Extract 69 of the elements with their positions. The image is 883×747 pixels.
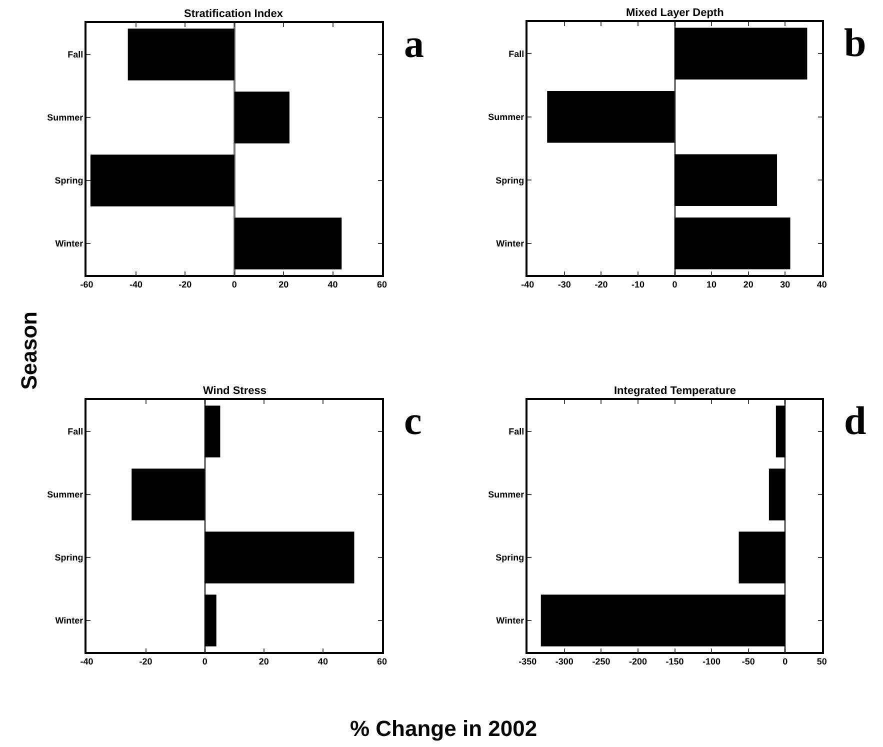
x-tick-label: 0 <box>232 280 237 290</box>
bar <box>90 154 234 206</box>
x-tick-label: -20 <box>139 656 152 667</box>
chart-title: Integrated Temperature <box>614 385 736 397</box>
x-tick-label: -20 <box>594 280 608 290</box>
x-tick-label: 0 <box>672 280 678 290</box>
x-tick-label: 0 <box>202 656 208 667</box>
bar <box>674 154 778 206</box>
x-tick-label: -100 <box>702 656 721 667</box>
x-tick-label: 10 <box>706 280 717 290</box>
y-tick-label: Fall <box>68 50 84 60</box>
bar <box>132 468 205 520</box>
text: b <box>844 20 866 65</box>
y-tick-label: Spring <box>496 552 524 563</box>
x-tick-label: -30 <box>558 280 571 290</box>
x-tick-label: 20 <box>743 280 754 290</box>
x-tick-label: -20 <box>178 280 192 290</box>
x-tick-label: 60 <box>376 280 387 290</box>
x-tick-label: 50 <box>816 656 827 667</box>
y-tick-label: Summer <box>488 112 525 122</box>
chart-title: Wind Stress <box>203 385 266 397</box>
x-tick-label: 40 <box>318 656 328 667</box>
bar <box>674 217 790 270</box>
bar <box>547 90 675 143</box>
x-tick-label: -40 <box>129 280 142 290</box>
y-tick-label: Summer <box>488 490 525 500</box>
x-tick-label: 60 <box>376 656 387 667</box>
x-tick-label: -200 <box>628 656 647 667</box>
y-axis-title: Season <box>16 312 42 390</box>
y-tick-label: Summer <box>47 112 84 123</box>
x-tick-label: 20 <box>258 656 269 667</box>
bar <box>674 28 808 80</box>
x-tick-label: -50 <box>742 656 755 667</box>
bar <box>234 218 342 270</box>
bar <box>204 532 354 584</box>
x-tick-label: -150 <box>666 656 684 667</box>
y-tick-label: Spring <box>54 176 84 186</box>
y-tick-label: Winter <box>496 238 525 249</box>
x-axis-title: % Change in 2002 <box>350 716 538 741</box>
y-tick-label: Winter <box>496 616 525 626</box>
y-tick-label: Summer <box>47 490 84 500</box>
y-tick-label: Spring <box>496 175 524 186</box>
x-tick-label: -350 <box>518 656 537 667</box>
y-tick-label: Spring <box>54 552 84 563</box>
x-tick-label: -40 <box>521 280 534 290</box>
x-tick-label: -40 <box>80 656 94 667</box>
x-tick-label: 0 <box>782 656 788 667</box>
y-tick-label: Winter <box>55 616 84 626</box>
x-tick-label: 40 <box>328 280 338 290</box>
chart-title: Mixed Layer Depth <box>626 7 724 19</box>
x-tick-label: -250 <box>592 656 610 667</box>
x-tick-label: -60 <box>80 280 94 290</box>
bar <box>204 406 220 458</box>
x-tick-label: -10 <box>631 280 644 290</box>
y-tick-label: Fall <box>68 426 84 437</box>
text: a <box>404 21 424 66</box>
text: c <box>404 398 422 443</box>
x-tick-label: -300 <box>555 656 574 667</box>
bar <box>204 594 216 646</box>
x-tick-label: 30 <box>780 280 790 290</box>
y-tick-label: Fall <box>508 48 524 59</box>
bar <box>234 92 290 144</box>
x-tick-label: 20 <box>278 280 289 290</box>
chart-title: Stratification Index <box>184 8 284 20</box>
y-tick-label: Winter <box>55 238 84 249</box>
x-tick-label: 40 <box>816 280 827 290</box>
bar <box>128 28 234 80</box>
text: d <box>844 398 866 443</box>
y-tick-label: Fall <box>508 426 524 437</box>
